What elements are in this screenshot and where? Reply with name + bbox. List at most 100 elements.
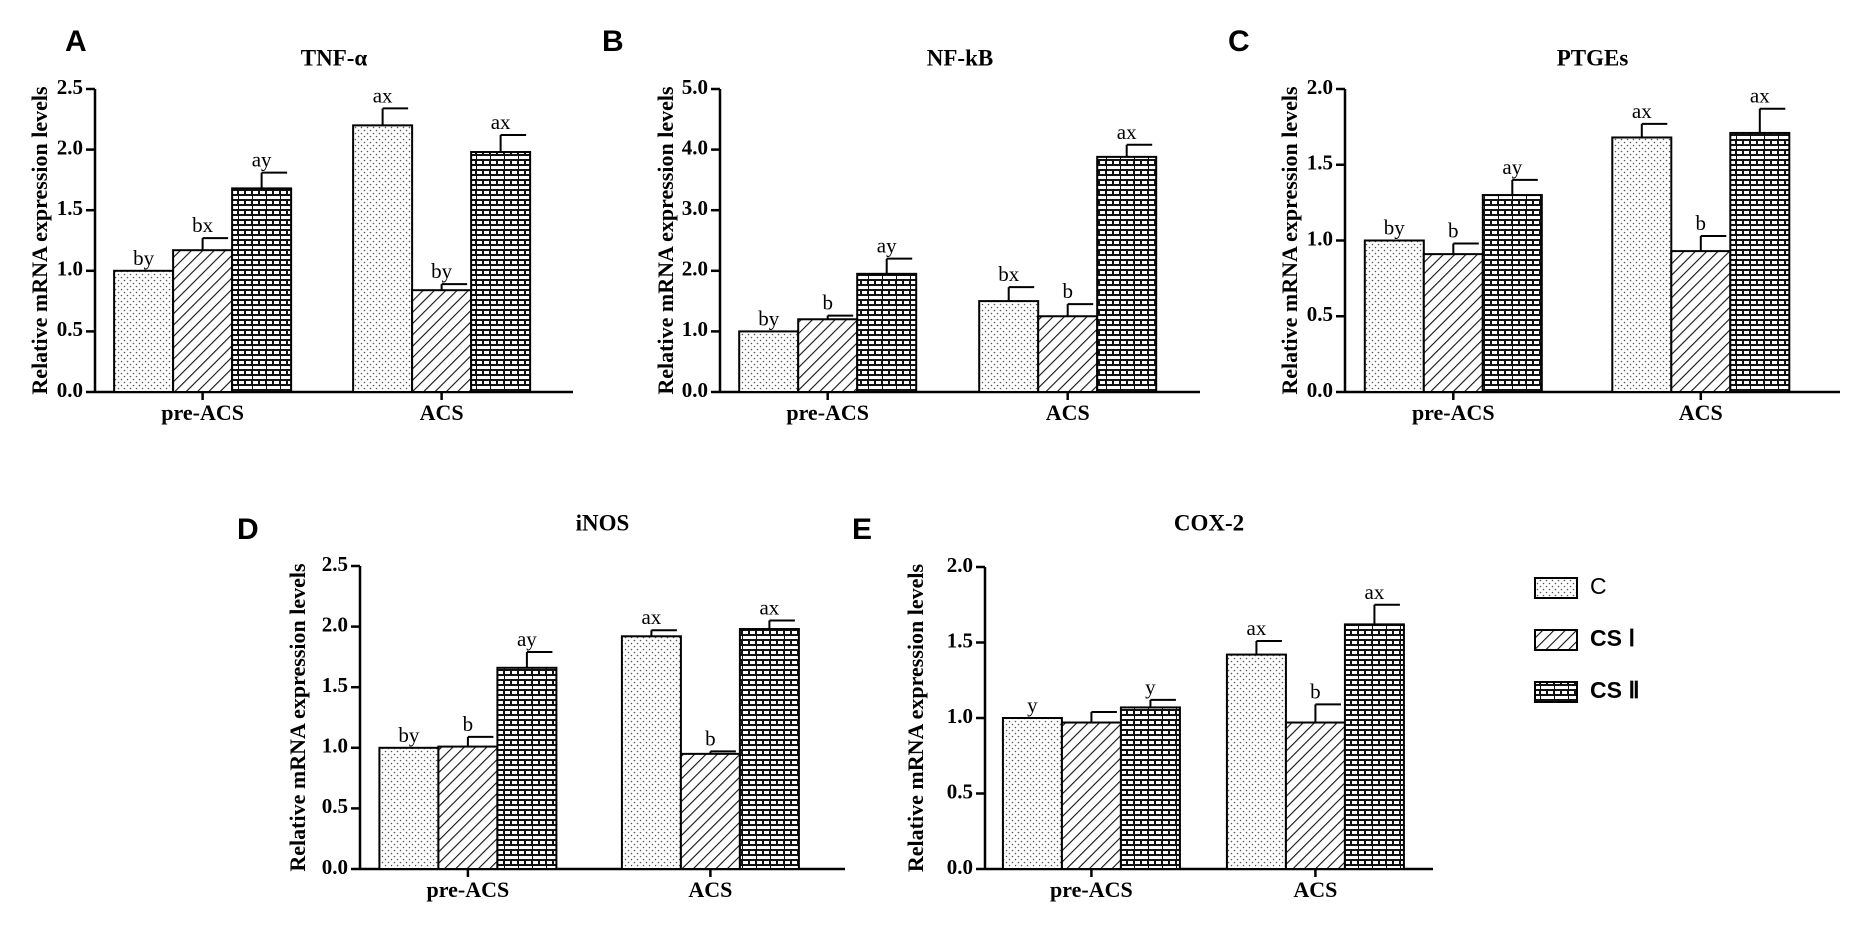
y-tick-label: 2.0 bbox=[57, 135, 83, 159]
significance-label: b bbox=[1310, 679, 1321, 703]
panel-b: B NF-kB Relative mRNA expression levels 0.0… bbox=[602, 25, 1200, 425]
y-tick-label: 2.0 bbox=[947, 553, 973, 577]
bar bbox=[1037, 315, 1099, 393]
significance-label: ax bbox=[1365, 580, 1385, 604]
panel-c: C PTGEs Relative mRNA expression levels 0.0… bbox=[1228, 25, 1840, 425]
significance-label: y bbox=[1145, 675, 1156, 699]
x-tick-label: pre-ACS bbox=[1050, 877, 1133, 902]
bar bbox=[1670, 250, 1732, 393]
significance-label: b bbox=[822, 291, 833, 315]
chart-title: TNF-α bbox=[301, 45, 368, 70]
significance-label: b bbox=[1448, 219, 1459, 243]
bar bbox=[1611, 136, 1673, 393]
chart-title: PTGEs bbox=[1557, 45, 1629, 70]
panel-a: A TNF-α Relative mRNA expression levels 0.0… bbox=[27, 25, 573, 425]
bar bbox=[470, 151, 532, 393]
bar bbox=[1096, 155, 1158, 393]
y-tick-label: 0.5 bbox=[322, 794, 348, 818]
y-axis-label: Relative mRNA expression levels bbox=[1277, 86, 1302, 395]
y-tick-label: 2.5 bbox=[57, 75, 83, 99]
y-tick-label: 0.5 bbox=[947, 779, 973, 803]
chart-title: iNOS bbox=[576, 510, 630, 535]
y-tick-label: 1.5 bbox=[57, 196, 83, 220]
bar bbox=[378, 746, 440, 870]
y-tick-label: 2.5 bbox=[322, 552, 348, 576]
significance-label: by bbox=[758, 306, 780, 330]
bar bbox=[411, 289, 473, 393]
y-tick-label: 0.0 bbox=[1307, 378, 1333, 402]
y-tick-label: 0.0 bbox=[57, 378, 83, 402]
bar bbox=[620, 635, 682, 871]
panel-e: E COX-2 Relative mRNA expression levels 0.0… bbox=[852, 510, 1433, 902]
bar bbox=[1729, 131, 1791, 393]
y-tick-label: 2.0 bbox=[322, 612, 348, 636]
significance-label: b bbox=[463, 712, 474, 736]
significance-label: ax bbox=[373, 83, 393, 107]
significance-label: ax bbox=[1247, 616, 1267, 640]
x-tick-label: ACS bbox=[1293, 877, 1337, 902]
bar bbox=[437, 745, 499, 871]
significance-label: b bbox=[705, 726, 716, 750]
x-tick-label: pre-ACS bbox=[1412, 400, 1495, 425]
legend: C CS Ⅰ CS Ⅱ bbox=[1534, 573, 1640, 703]
chart-title: COX-2 bbox=[1174, 510, 1244, 535]
x-tick-label: pre-ACS bbox=[161, 400, 244, 425]
significance-label: ax bbox=[641, 605, 661, 629]
bar bbox=[172, 249, 234, 393]
legend-swatch bbox=[1534, 629, 1578, 651]
panel-letter: D bbox=[237, 513, 259, 546]
bar bbox=[1001, 717, 1063, 870]
bar bbox=[1363, 239, 1425, 393]
bar bbox=[1060, 721, 1122, 871]
bar bbox=[113, 269, 175, 393]
panel-letter: A bbox=[65, 25, 87, 58]
bar bbox=[978, 300, 1040, 394]
legend-swatch bbox=[1534, 681, 1578, 703]
significance-label: ay bbox=[252, 148, 272, 172]
significance-label: by bbox=[431, 259, 453, 283]
significance-label: ay bbox=[517, 627, 537, 651]
significance-label: bx bbox=[192, 213, 214, 237]
y-tick-label: 1.0 bbox=[1307, 226, 1333, 250]
x-tick-label: pre-ACS bbox=[427, 877, 510, 902]
y-tick-label: 0.5 bbox=[57, 317, 83, 341]
significance-label: b bbox=[1062, 279, 1073, 303]
y-tick-label: 2.0 bbox=[682, 257, 708, 281]
bar bbox=[1343, 623, 1405, 870]
significance-label: ay bbox=[1502, 155, 1522, 179]
bar bbox=[352, 124, 414, 394]
y-tick-label: 5.0 bbox=[682, 75, 708, 99]
significance-label: b bbox=[1696, 211, 1707, 235]
legend-swatch bbox=[1534, 577, 1578, 599]
y-axis-label: Relative mRNA expression levels bbox=[27, 86, 52, 395]
bar bbox=[231, 187, 293, 393]
bar bbox=[1284, 721, 1346, 871]
y-axis-label: Relative mRNA expression levels bbox=[653, 86, 678, 395]
significance-label: by bbox=[133, 246, 155, 270]
y-tick-label: 1.5 bbox=[322, 673, 348, 697]
y-tick-label: 4.0 bbox=[682, 135, 708, 159]
y-tick-label: 0.0 bbox=[322, 855, 348, 879]
y-axis-label: Relative mRNA expression levels bbox=[903, 563, 928, 872]
bar bbox=[1119, 706, 1181, 870]
x-tick-label: ACS bbox=[1679, 400, 1723, 425]
y-tick-label: 0.0 bbox=[947, 855, 973, 879]
legend-label: CS Ⅱ bbox=[1590, 677, 1640, 703]
legend-label: C bbox=[1590, 573, 1607, 599]
significance-label: by bbox=[1384, 216, 1406, 240]
significance-label: ax bbox=[1750, 84, 1770, 108]
significance-label: by bbox=[398, 723, 420, 747]
panel-letter: E bbox=[852, 513, 872, 546]
bar bbox=[1481, 194, 1543, 393]
y-tick-label: 1.0 bbox=[322, 734, 348, 758]
bar bbox=[738, 628, 800, 870]
y-tick-label: 2.0 bbox=[1307, 75, 1333, 99]
panel-letter: B bbox=[602, 25, 624, 58]
bar bbox=[738, 330, 800, 393]
bar bbox=[496, 666, 558, 870]
significance-label: ax bbox=[1117, 120, 1137, 144]
bar bbox=[1422, 253, 1484, 393]
